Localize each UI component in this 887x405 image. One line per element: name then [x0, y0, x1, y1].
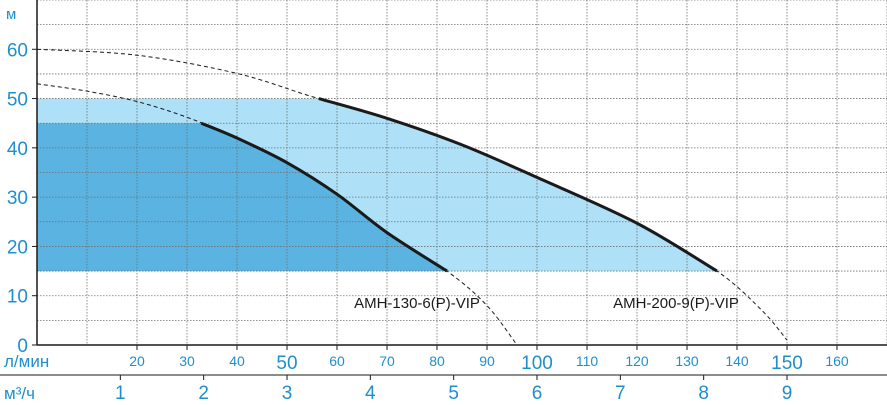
- x2-axis-label: м³/ч: [4, 384, 35, 403]
- curve-solid-1: [200, 121, 448, 273]
- series-label-1: АМН-130-6(P)-VIP: [354, 295, 480, 312]
- series-label-2: АМН-200-9(P)-VIP: [613, 295, 739, 312]
- x2-tick-label: 7: [615, 383, 626, 404]
- y-tick-label: 0: [17, 336, 28, 357]
- x-tick-label: 130: [675, 353, 699, 369]
- x-tick-label: 20: [129, 353, 145, 369]
- x-tick-label: 150: [771, 353, 803, 374]
- curve-dashed-1: [36, 83, 518, 346]
- x-tick-label: 40: [229, 353, 245, 369]
- x-tick-label: 30: [179, 353, 195, 369]
- y-tick-label: 30: [7, 188, 28, 209]
- x2-tick-label: 2: [198, 383, 209, 404]
- x-tick-label: 120: [625, 353, 649, 369]
- x2-tick-label: 8: [698, 383, 709, 404]
- x2-tick-label: 5: [448, 383, 459, 404]
- y-tick-label: 10: [7, 287, 28, 308]
- x-tick-label: 70: [379, 353, 395, 369]
- x2-tick-label: 9: [782, 383, 793, 404]
- curve-solid-2: [318, 97, 718, 273]
- x-tick-label: 50: [276, 353, 297, 374]
- x2-tick-label: 1: [115, 383, 126, 404]
- x2-tick-label: 4: [365, 383, 376, 404]
- x-tick-label: 80: [429, 353, 445, 369]
- x-tick-label: 90: [479, 353, 495, 369]
- x2-tick-label: 6: [532, 383, 543, 404]
- y-axis-label: м: [6, 6, 16, 23]
- x-tick-label: 140: [725, 353, 749, 369]
- x-tick-label: 160: [825, 353, 849, 369]
- y-tick-label: 60: [7, 40, 28, 61]
- y-tick-label: 20: [7, 237, 28, 258]
- x-tick-label: 110: [576, 353, 599, 369]
- x-tick-label: 60: [329, 353, 345, 369]
- x2-tick-label: 3: [282, 383, 293, 404]
- x-axis-label: л/мин: [4, 352, 49, 371]
- x-tick-label: 100: [521, 353, 553, 374]
- y-tick-label: 50: [7, 90, 28, 111]
- y-tick-label: 40: [7, 139, 28, 160]
